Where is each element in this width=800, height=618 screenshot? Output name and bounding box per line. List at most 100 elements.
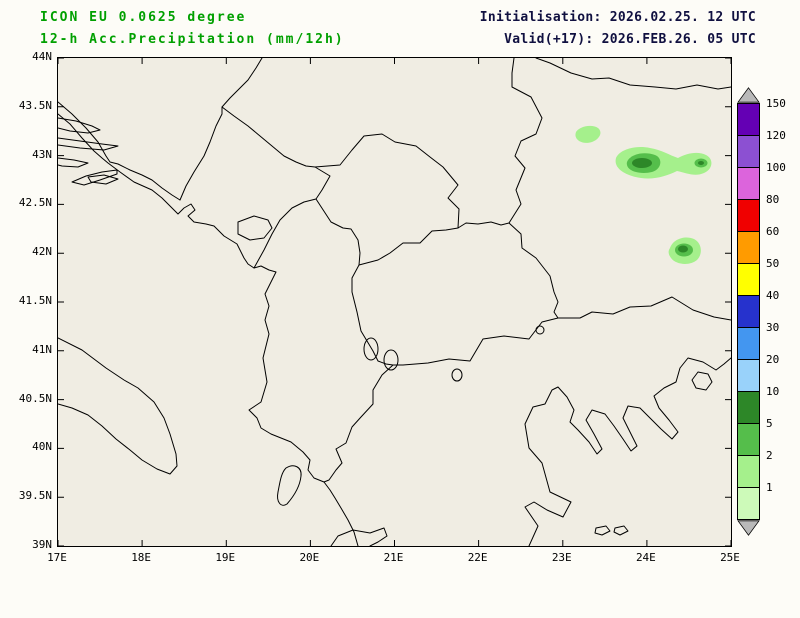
island-brac <box>58 117 101 134</box>
lon-tick-label: 25E <box>720 551 740 564</box>
lake-scutari <box>237 215 273 241</box>
border-macedonia-bulgaria <box>508 222 559 319</box>
lon-tick-label: 22E <box>467 551 488 564</box>
colorbar-tick-label: 30 <box>766 321 780 334</box>
island-sporades-2 <box>613 525 629 536</box>
lat-tick-label: 39N <box>32 537 52 551</box>
lon-tick-label: 23E <box>551 551 572 564</box>
lon-tick-label: 19E <box>215 551 236 564</box>
colorbar-tick-label: 40 <box>766 289 780 302</box>
colorbar-tick-label: 50 <box>766 257 780 270</box>
border-montenegro-albania <box>253 198 317 269</box>
border-kosovo <box>314 133 460 266</box>
lon-tick-label: 20E <box>299 551 320 564</box>
init-time: Initialisation: 2026.02.25. 12 UTC <box>479 10 756 25</box>
arrow-up-icon <box>737 87 760 103</box>
island-korcula <box>58 157 89 168</box>
border-danube <box>535 58 731 90</box>
border-bosnia-serbia <box>221 58 263 108</box>
colorbar-cell: 10 <box>738 385 779 424</box>
map-canvas <box>57 57 732 547</box>
lon-axis: 17E 18E 19E 20E 21E 22E 23E 24E 25E <box>37 551 750 564</box>
precipitation-layer <box>575 125 712 264</box>
colorbar-cell: 150 <box>738 97 786 136</box>
lat-tick-label: 43.5N <box>18 98 52 112</box>
precip-area-northwest <box>575 125 601 143</box>
lat-tick-label: 44N <box>32 50 52 63</box>
lat-tick-label: 40.5N <box>18 391 52 405</box>
border-greece-bulgaria <box>557 296 731 321</box>
border-albania-macedonia <box>351 264 394 366</box>
colorbar-cells: 150 120 100 80 60 50 <box>737 97 786 520</box>
island-corfu <box>277 465 302 506</box>
colorbar-tick-label: 80 <box>766 193 780 206</box>
lat-tick-label: 42N <box>32 245 52 259</box>
colorbar-tick-label: 2 <box>766 449 773 462</box>
arrow-down-icon <box>737 520 760 536</box>
lon-tick-label: 17E <box>47 551 67 564</box>
colorbar-tick-label: 100 <box>766 161 786 174</box>
precip-area-east-core <box>698 161 704 165</box>
colorbar-tick-label: 60 <box>766 225 780 238</box>
coastline-italy <box>58 337 178 475</box>
colorbar-cell: 20 <box>738 353 779 392</box>
colorbar-tick-label: 10 <box>766 385 780 398</box>
colorbar-tick-label: 20 <box>766 353 780 366</box>
lake-prespa <box>383 349 399 371</box>
colorbar-tick-label: 150 <box>766 97 786 110</box>
peljesac-peninsula <box>71 169 118 186</box>
lon-tick-label: 21E <box>383 551 404 564</box>
border-bosnia-montenegro <box>179 106 223 201</box>
lat-tick-label: 43N <box>32 147 52 161</box>
lat-axis: 44N 43.5N 43N 42.5N 42N 41.5N 41N 40.5N 40N 39.5N… <box>0 51 52 551</box>
colorbar-tick-label: 120 <box>766 129 786 142</box>
colorbar-legend: 150 120 100 80 60 50 <box>737 87 797 536</box>
colorbar-cell: 50 <box>738 257 779 296</box>
lake-dojran <box>535 325 545 335</box>
island-thasos <box>691 371 713 391</box>
colorbar-cell: 2 <box>738 449 773 488</box>
border-serbia-bulgaria <box>508 58 543 224</box>
colorbar-tick-label: 1 <box>766 481 773 494</box>
border-croatia-bosnia <box>58 101 181 201</box>
model-title: ICON EU 0.0625 degree <box>40 10 247 25</box>
island-sporades-1 <box>594 525 611 536</box>
ambracian-gulf <box>330 527 388 546</box>
colorbar-cell: 100 <box>738 161 786 200</box>
lat-tick-label: 42.5N <box>18 196 52 210</box>
lon-tick-label: 24E <box>635 551 656 564</box>
border-albania-greece <box>323 364 394 483</box>
lat-tick-label: 41N <box>32 342 52 356</box>
colorbar-cell: 1 <box>738 481 773 519</box>
colorbar-cell: 120 <box>738 129 786 168</box>
lat-tick-label: 39.5N <box>18 489 52 503</box>
border-montenegro-serbia <box>221 106 316 168</box>
axis-ticks <box>58 58 731 546</box>
colorbar-cell: 5 <box>738 417 773 456</box>
coastline-adriatic <box>58 113 359 546</box>
arrow-up-shape <box>737 87 760 103</box>
island-mljet <box>87 174 119 185</box>
precip-area-south-core <box>678 245 688 253</box>
colorbar-cell: 30 <box>738 321 779 360</box>
header-left: ICON EU 0.0625 degree 12-h Acc.Precipita… <box>40 7 345 51</box>
lake-ohrid <box>363 337 379 361</box>
lake-vegoritida <box>451 368 463 382</box>
coastline-aegean <box>524 357 731 546</box>
colorbar-cell: 40 <box>738 289 779 328</box>
header-right: Initialisation: 2026.02.25. 12 UTC Valid… <box>480 7 756 51</box>
geography-layer <box>58 58 731 546</box>
border-macedonia-greece <box>392 317 559 366</box>
arrow-down-shape <box>737 520 760 536</box>
valid-time: Valid(+17): 2026.FEB.26. 05 UTC <box>504 32 756 47</box>
lat-tick-label: 41.5N <box>18 293 52 307</box>
island-hvar <box>58 137 119 151</box>
colorbar-cell: 80 <box>738 193 779 232</box>
precip-area-main-core <box>632 158 652 168</box>
lat-tick-label: 40N <box>32 440 52 454</box>
lon-tick-label: 18E <box>131 551 152 564</box>
product-title: 12-h Acc.Precipitation (mm/12h) <box>40 32 345 47</box>
colorbar-tick-label: 5 <box>766 417 773 430</box>
border-serbia-macedonia <box>457 221 510 229</box>
